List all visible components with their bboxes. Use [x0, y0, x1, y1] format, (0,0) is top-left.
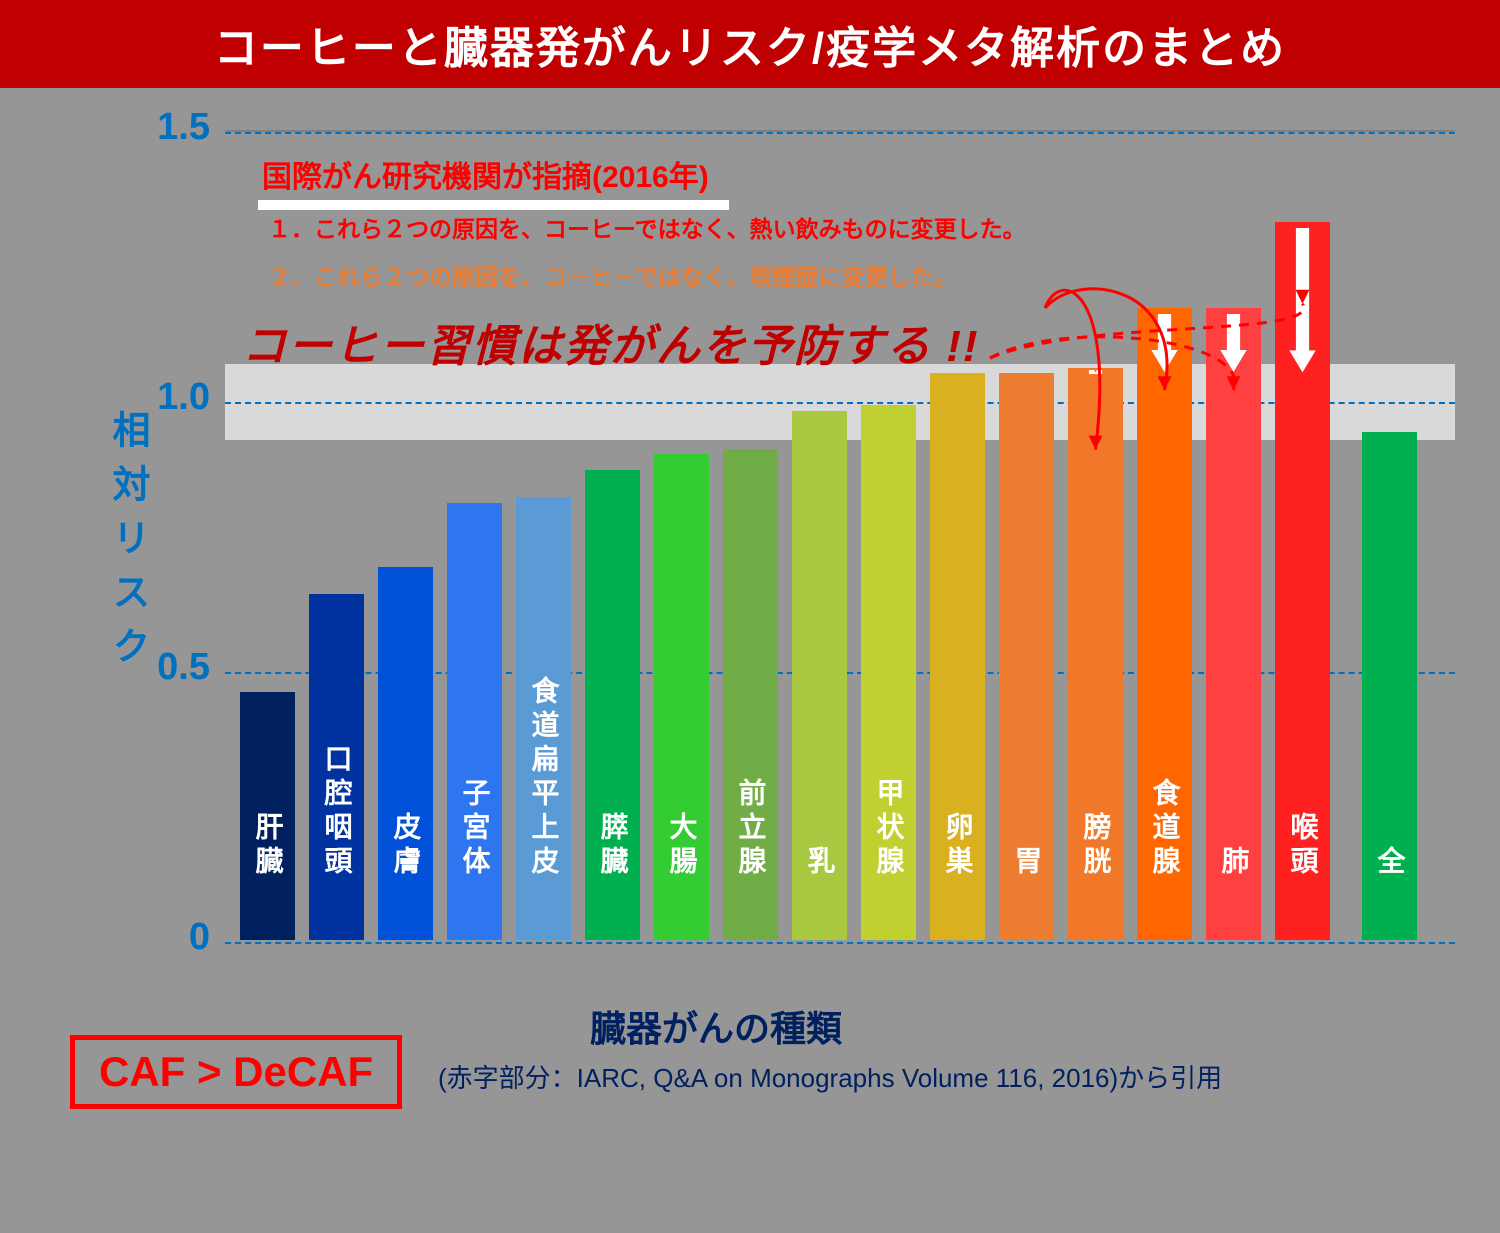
bar: 甲状腺 — [861, 405, 916, 940]
bar-label: 前立腺 — [731, 778, 771, 880]
bar: 全 — [1362, 432, 1417, 940]
gridline — [225, 402, 1455, 404]
citation-text: (赤字部分：IARC, Q&A on Monographs Volume 116… — [438, 1058, 1222, 1095]
bar-label: 膵臓 — [593, 812, 633, 880]
bar-label: 甲状腺 — [869, 778, 909, 880]
bar-label: 食道扁平上皮 — [524, 676, 564, 880]
bar: 乳 — [792, 411, 847, 940]
bar: 食道腺 — [1137, 308, 1192, 940]
gridline — [225, 942, 1455, 944]
bar-label: 食道腺 — [1145, 778, 1185, 880]
bar-label: 膀胱 — [1076, 812, 1116, 880]
bar-label: 肝臓 — [248, 812, 288, 880]
bar-label: 喉頭 — [1283, 812, 1323, 880]
gridline — [225, 132, 1455, 134]
y-axis-label: 相対リスク — [100, 410, 155, 680]
title-bar: コーヒーと臓器発がんリスク/疫学メタ解析のまとめ — [0, 0, 1500, 88]
bar: 皮膚 — [378, 567, 433, 940]
bar: 卵巣 — [930, 373, 985, 940]
bar-label: 胃 — [1007, 846, 1047, 880]
bar: 喉頭 — [1275, 222, 1330, 940]
bar: 肝臓 — [240, 692, 295, 940]
ytick-label: 0 — [150, 916, 210, 959]
bar: 口腔咽頭 — [309, 594, 364, 940]
bar: 膀胱 — [1068, 368, 1123, 940]
notes-line-1: １．これら２つの原因を、コーヒーではなく、熱い飲みものに変更した。 — [268, 210, 1026, 244]
bar: 食道扁平上皮 — [516, 497, 571, 940]
bar-label: 口腔咽頭 — [317, 744, 357, 880]
bar: 肺 — [1206, 308, 1261, 940]
bar-label: 皮膚 — [386, 812, 426, 880]
notes-header-text: 国際がん研究機関が指摘(2016年) — [258, 152, 729, 210]
bar: 前立腺 — [723, 449, 778, 940]
bar-label: 全 — [1370, 846, 1410, 880]
ytick-label: 1.0 — [150, 376, 210, 419]
notes-line-2: ２．これら２つの原因を、コーヒーではなく、喫煙歴に変更した。 — [268, 258, 957, 292]
bar-label: 子宮体 — [455, 778, 495, 880]
bar: 胃 — [999, 373, 1054, 940]
bar-label: 乳 — [800, 846, 840, 880]
bar: 膵臓 — [585, 470, 640, 940]
bar-chart: 肝臓口腔咽頭皮膚子宮体食道扁平上皮膵臓大腸前立腺乳甲状腺卵巣胃膀胱食道腺肺喉頭全 — [225, 130, 1455, 940]
bar-label: 肺 — [1214, 846, 1254, 880]
notes-header: 国際がん研究機関が指摘(2016年) — [258, 152, 729, 210]
ytick-label: 0.5 — [150, 646, 210, 689]
title-text: コーヒーと臓器発がんリスク/疫学メタ解析のまとめ — [214, 12, 1286, 76]
caf-decaf-box: CAF > DeCAF — [70, 1035, 402, 1109]
x-axis-title: 臓器がんの種類 — [590, 1000, 842, 1052]
ytick-label: 1.5 — [150, 106, 210, 149]
bar: 子宮体 — [447, 503, 502, 940]
bar-label: 卵巣 — [938, 812, 978, 880]
bar-label: 大腸 — [662, 812, 702, 880]
headline-text: コーヒー習慣は発がんを予防する !! — [242, 310, 980, 374]
bar: 大腸 — [654, 454, 709, 940]
